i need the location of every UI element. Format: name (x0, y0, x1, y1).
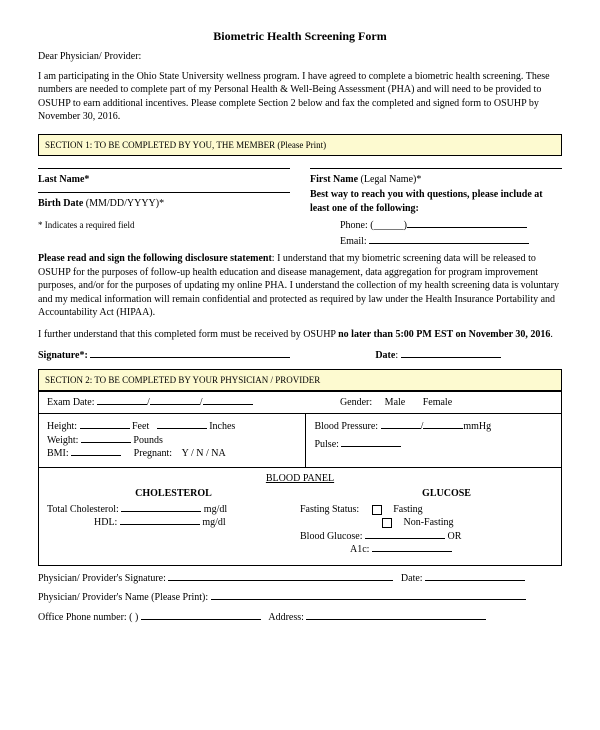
phone-line[interactable]: Phone: (______) (340, 219, 562, 233)
mgdl-2: mg/dl (202, 517, 225, 528)
deadline-pre: I further understand that this completed… (38, 329, 338, 340)
section2-header: SECTION 2: TO BE COMPLETED BY YOUR PHYSI… (38, 369, 562, 391)
blood-glucose-blank[interactable] (365, 538, 445, 539)
glucose-heading: GLUCOSE (300, 487, 553, 501)
height-label: Height: (47, 421, 77, 432)
address-blank[interactable] (306, 619, 486, 620)
deadline-bold: no later than 5:00 PM EST on November 30… (338, 329, 550, 340)
email-label: Email: (340, 236, 367, 247)
fasting-checkbox[interactable] (372, 505, 382, 515)
signature-row: Signature*: Date: (38, 349, 562, 363)
first-name-suffix: (Legal Name)* (358, 174, 421, 185)
hdl-blank[interactable] (120, 524, 200, 525)
cholesterol-heading: CHOLESTEROL (47, 487, 300, 501)
deadline-post: . (550, 329, 553, 340)
bp-sys-blank[interactable] (381, 428, 421, 429)
physician-name-label: Physician/ Provider's Name (Please Print… (38, 592, 208, 603)
intro-paragraph: I am participating in the Ohio State Uni… (38, 70, 562, 124)
exam-date-cell: Exam Date: // (39, 392, 332, 414)
phys-name-blank[interactable] (211, 599, 526, 600)
date-label: Date (375, 350, 395, 361)
email-line[interactable]: Email: (340, 235, 562, 249)
gender-male[interactable]: Male (385, 397, 406, 408)
blood-glucose-label: Blood Glucose: (300, 531, 363, 542)
exam-date-label: Exam Date: (47, 397, 94, 408)
pulse-label: Pulse: (314, 439, 338, 450)
physician-signature-label: Physician/ Provider's Signature: (38, 573, 166, 584)
vitals-left: Height: Feet Inches Weight: Pounds BMI: … (39, 414, 306, 467)
bp-label: Blood Pressure: (314, 421, 378, 432)
weight-label: Weight: (47, 435, 78, 446)
a1c-label: A1c: (350, 544, 369, 555)
vitals-right: Blood Pressure: /mmHg Pulse: (306, 414, 561, 467)
exam-month[interactable] (97, 404, 147, 405)
disclosure-lead: Please read and sign the following discl… (38, 253, 272, 264)
contact-heading: Best way to reach you with questions, pl… (310, 188, 562, 215)
fasting-label: Fasting (393, 504, 422, 515)
phys-sig-blank[interactable] (168, 580, 393, 581)
weight-blank[interactable] (81, 442, 131, 443)
exam-day[interactable] (150, 404, 200, 405)
or-text: OR (448, 531, 462, 542)
required-note: * Indicates a required field (38, 219, 290, 231)
gender-label: Gender: (340, 397, 372, 408)
total-chol-label: Total Cholesterol: (47, 504, 119, 515)
fasting-status-label: Fasting Status: (300, 504, 359, 515)
pregnant-options[interactable]: Y / N / NA (182, 448, 226, 459)
height-inches-blank[interactable] (157, 428, 207, 429)
footer-date-blank[interactable] (425, 580, 525, 581)
office-phone-label: Office Phone number: ( ) (38, 612, 138, 623)
phone-blank[interactable] (407, 227, 527, 228)
greeting: Dear Physician/ Provider: (38, 50, 562, 64)
email-blank[interactable] (369, 243, 529, 244)
nonfasting-label: Non-Fasting (404, 517, 454, 528)
last-name-label: Last Name* (38, 173, 290, 187)
nonfasting-checkbox[interactable] (382, 518, 392, 528)
exam-year[interactable] (203, 404, 253, 405)
blood-panel-title: BLOOD PANEL (39, 468, 561, 488)
page-title: Biometric Health Screening Form (38, 28, 562, 44)
biometric-box: Exam Date: // Gender: Male Female Height… (38, 391, 562, 566)
signature-label: Signature*: (38, 350, 88, 361)
pounds-label: Pounds (133, 435, 162, 446)
date-blank[interactable] (401, 357, 501, 358)
total-chol-blank[interactable] (121, 511, 201, 512)
footer-lines: Physician/ Provider's Signature: Date: P… (38, 572, 562, 625)
first-name-label: First Name (310, 174, 358, 185)
bmi-label: BMI: (47, 448, 69, 459)
height-feet-blank[interactable] (80, 428, 130, 429)
hdl-label: HDL: (94, 517, 117, 528)
address-label: Address: (268, 612, 304, 623)
birth-date-label: Birth Date (38, 198, 83, 209)
footer-date-label: Date: (401, 573, 423, 584)
cholesterol-section: CHOLESTEROL Total Cholesterol: mg/dl HDL… (47, 487, 300, 557)
birth-date-format: (MM/DD/YYYY)* (83, 198, 164, 209)
pulse-blank[interactable] (341, 446, 401, 447)
mgdl-1: mg/dl (204, 504, 227, 515)
disclosure-statement: Please read and sign the following discl… (38, 252, 562, 320)
gender-cell: Gender: Male Female (332, 392, 561, 414)
section1-header: SECTION 1: TO BE COMPLETED BY YOU, THE M… (38, 134, 562, 156)
signature-blank[interactable] (90, 357, 290, 358)
gender-female[interactable]: Female (423, 397, 452, 408)
pregnant-label: Pregnant: (134, 448, 172, 459)
phone-label: Phone: (______) (340, 220, 407, 231)
office-phone-blank[interactable] (141, 619, 261, 620)
inches-label: Inches (209, 421, 235, 432)
deadline-paragraph: I further understand that this completed… (38, 328, 562, 342)
glucose-section: GLUCOSE Fasting Status: Fasting Non-Fast… (300, 487, 553, 557)
a1c-blank[interactable] (372, 551, 452, 552)
bp-dia-blank[interactable] (423, 428, 463, 429)
feet-label: Feet (132, 421, 149, 432)
bp-unit: mmHg (463, 421, 491, 432)
bmi-blank[interactable] (71, 455, 121, 456)
